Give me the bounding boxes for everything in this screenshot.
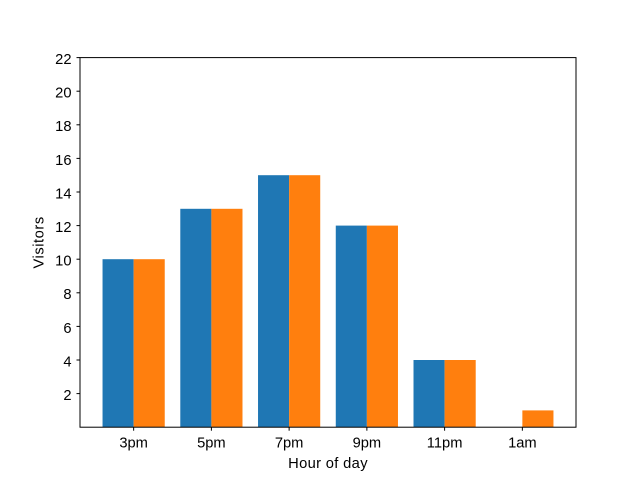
- svg-text:2: 2: [63, 388, 71, 404]
- svg-text:16: 16: [55, 153, 71, 169]
- svg-text:1am: 1am: [508, 436, 537, 452]
- svg-text:12: 12: [55, 220, 71, 236]
- svg-text:5pm: 5pm: [197, 436, 226, 452]
- svg-text:Hour of day: Hour of day: [288, 456, 368, 472]
- svg-text:4: 4: [63, 354, 71, 370]
- svg-text:20: 20: [55, 86, 71, 102]
- svg-text:10: 10: [55, 254, 71, 270]
- svg-text:22: 22: [55, 52, 71, 68]
- svg-text:Visitors: Visitors: [32, 216, 48, 268]
- svg-text:9pm: 9pm: [353, 436, 382, 452]
- svg-text:14: 14: [55, 186, 71, 202]
- svg-text:7pm: 7pm: [275, 436, 304, 452]
- svg-text:18: 18: [55, 119, 71, 135]
- svg-text:8: 8: [63, 287, 71, 303]
- svg-text:11pm: 11pm: [427, 436, 463, 452]
- svg-text:3pm: 3pm: [119, 436, 148, 452]
- svg-text:6: 6: [63, 321, 71, 337]
